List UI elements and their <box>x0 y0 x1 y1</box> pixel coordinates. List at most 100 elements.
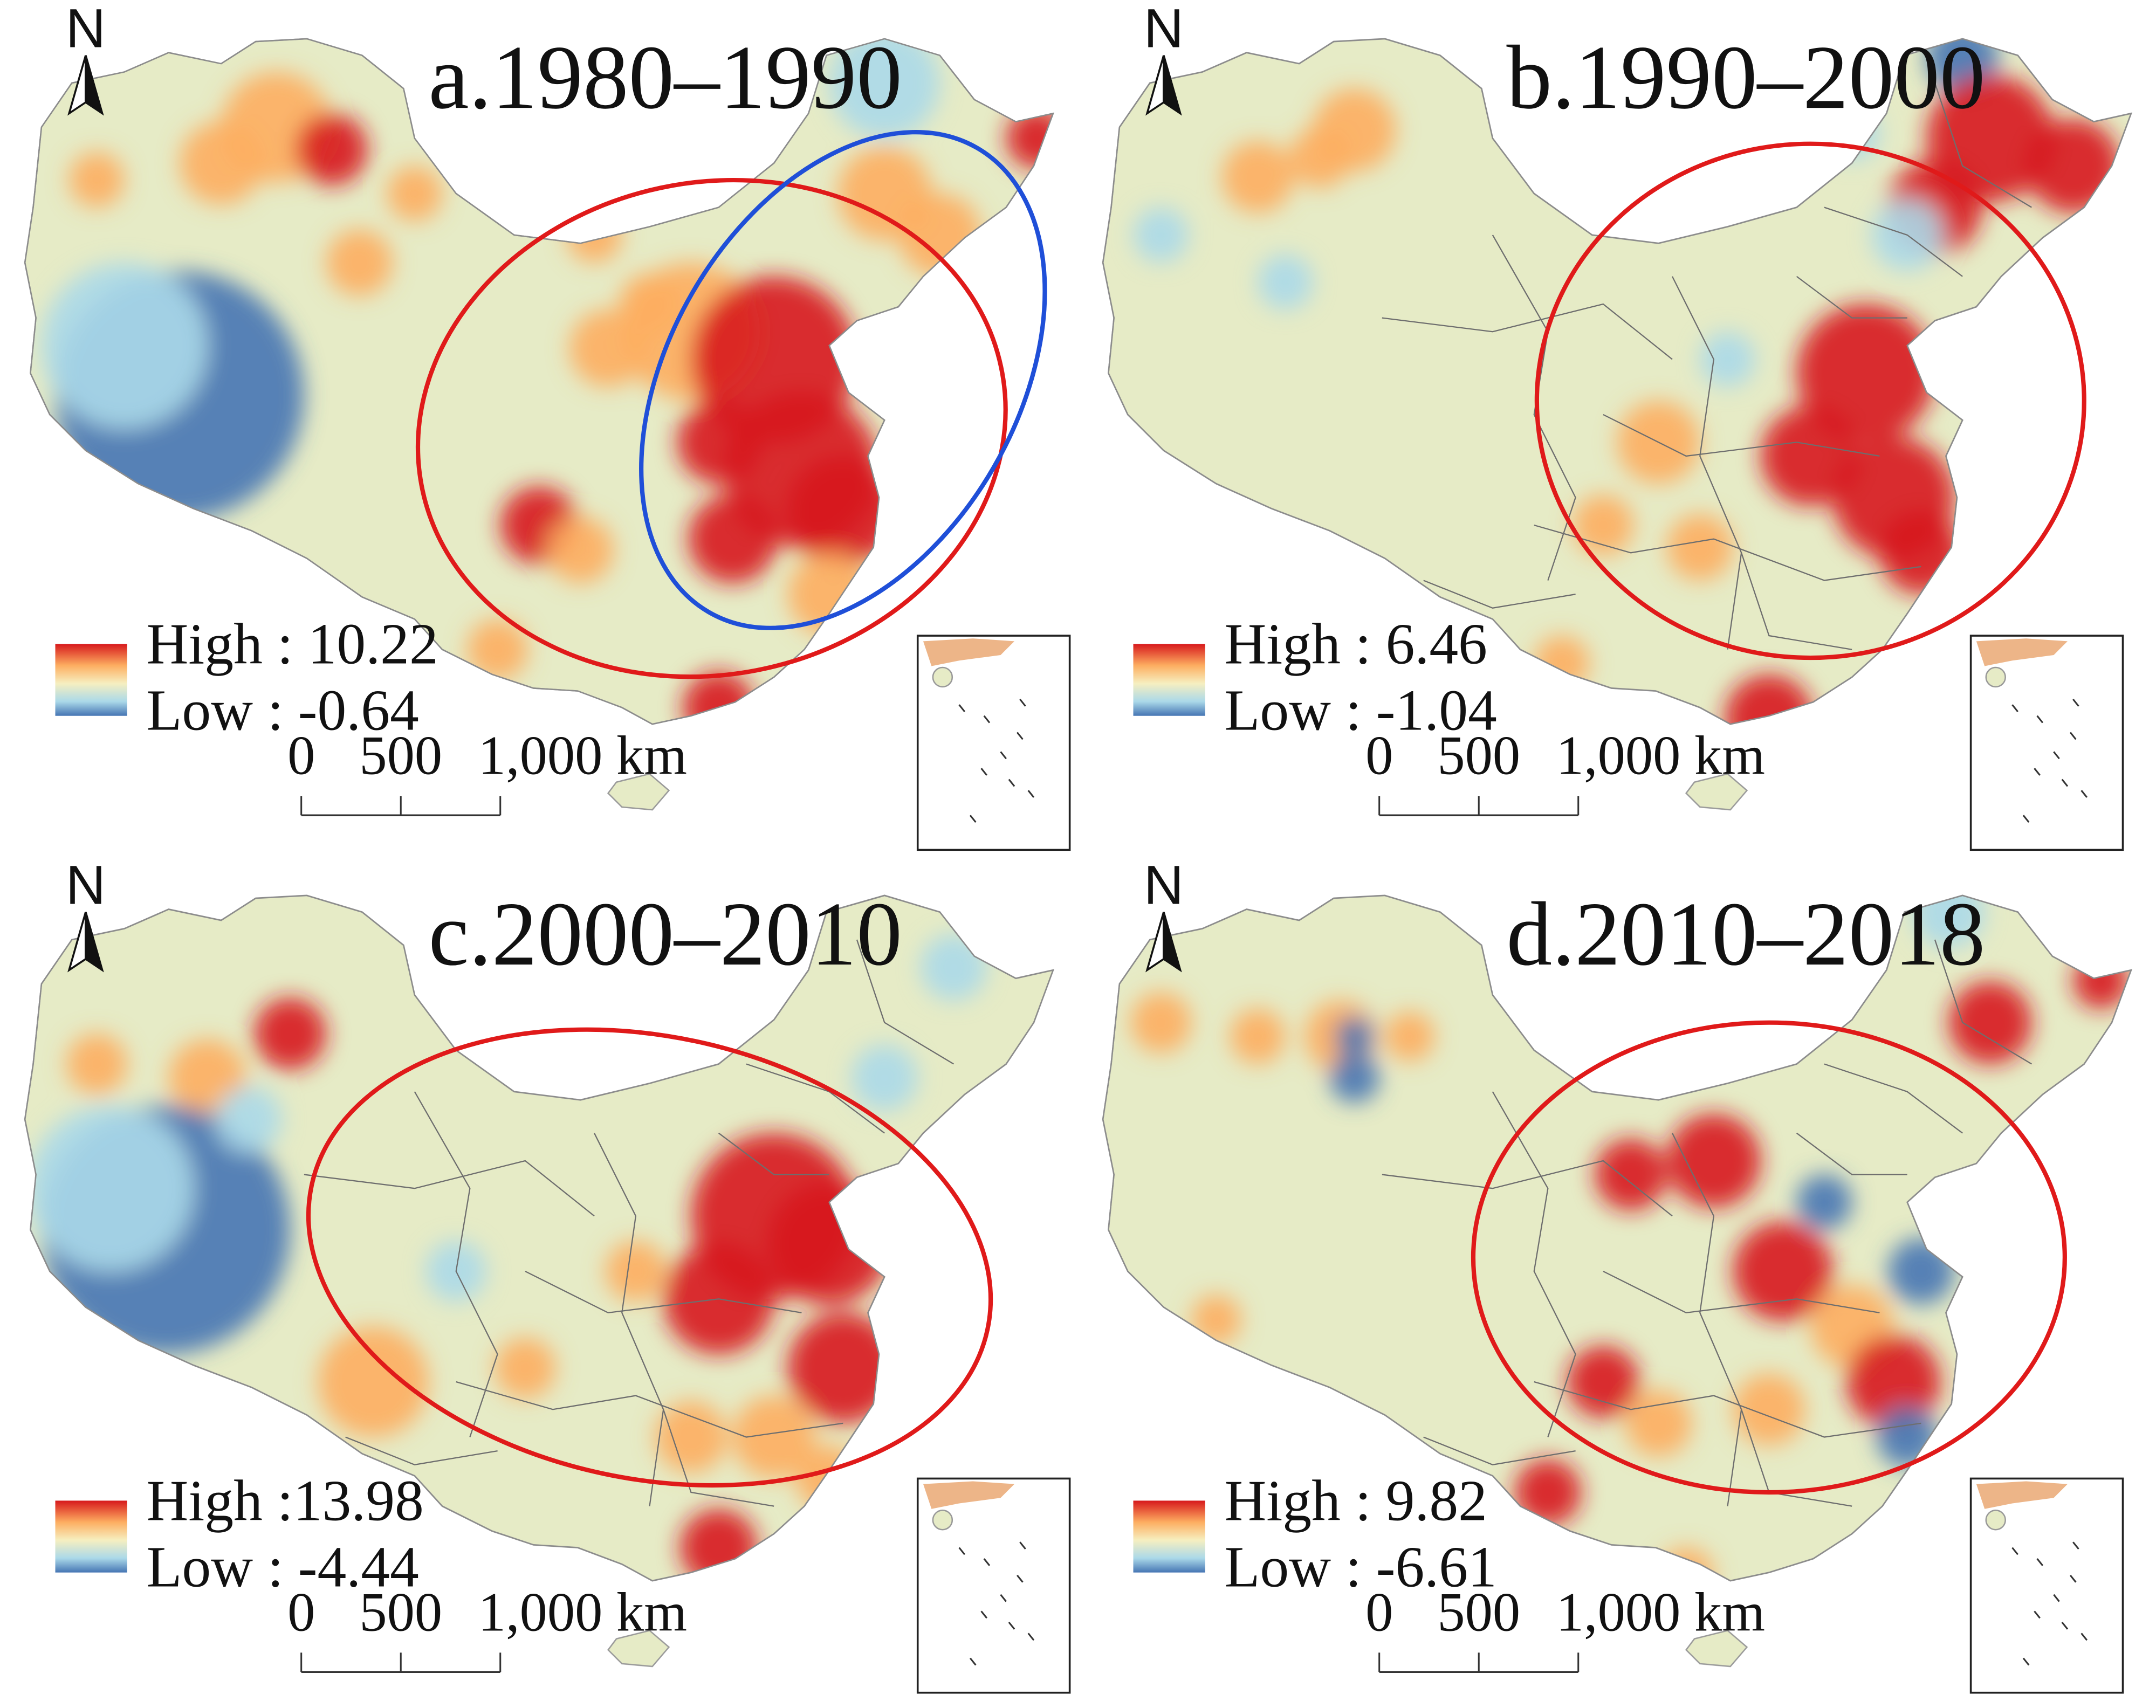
inset-dash <box>1000 751 1007 760</box>
province-border <box>1741 552 1852 650</box>
scale-tick-label: 1,000 km <box>1556 725 1765 786</box>
province-border <box>1534 1381 1921 1438</box>
density-hotspot <box>732 1395 816 1479</box>
scale-bar: 0 500 1,000 km <box>287 725 687 817</box>
inset-dash <box>2053 751 2060 760</box>
density-hotspot <box>1666 1113 1761 1208</box>
province-border <box>1934 939 2032 1065</box>
density-hotspot <box>1567 1346 1639 1418</box>
inset-dash <box>2072 1541 2079 1550</box>
inset-dash <box>2022 1657 2030 1666</box>
province-border <box>1603 414 1880 457</box>
province-border <box>414 1091 498 1437</box>
density-hotspot <box>387 166 443 222</box>
legend-high: High : 6.46 <box>1225 612 1487 676</box>
province-border <box>1492 235 1576 581</box>
density-hotspot <box>1133 207 1189 263</box>
density-hotspot <box>787 456 898 567</box>
inset-dash <box>980 1610 988 1619</box>
inset-dash <box>983 1558 991 1566</box>
inset-hainan <box>1985 666 2006 688</box>
density-hotspot <box>1879 511 1963 595</box>
density-hotspot <box>1595 1138 1667 1211</box>
density-hotspot <box>495 1337 556 1399</box>
inset-dash <box>969 1657 977 1666</box>
inset-dash <box>1000 1594 1007 1602</box>
province-border <box>1824 1063 1963 1134</box>
density-hotspot <box>69 152 125 208</box>
inset-coast <box>1976 1481 2068 1509</box>
density-hotspot <box>1130 992 1192 1053</box>
legend-low: Low : -0.64 <box>147 678 419 742</box>
panel-title: a.1980–1990 <box>428 26 902 128</box>
density-hotspot <box>1796 304 1935 443</box>
province-border <box>1603 1270 1880 1314</box>
province-border <box>663 1409 774 1507</box>
province-border <box>1423 580 1576 609</box>
density-hotspot <box>66 1034 127 1094</box>
inset-dash <box>2072 699 2079 707</box>
inset-dash <box>1019 1541 1026 1550</box>
density-hotspot <box>1666 514 1733 581</box>
scale-bar: 0 500 1,000 km <box>287 1582 687 1673</box>
scale-tick-label: 500 <box>359 725 442 786</box>
density-hotspot <box>851 1044 918 1111</box>
scale-tick-label: 0 <box>1365 725 1393 786</box>
inset-dash <box>1017 732 1024 740</box>
scale-tick-label: 1,000 km <box>1556 1582 1765 1643</box>
density-hotspot <box>1289 127 1350 188</box>
inset-dash <box>1027 1633 1035 1641</box>
density-hotspot <box>41 263 208 429</box>
north-arrow-icon: N <box>1144 853 1184 973</box>
density-hotspot <box>1625 1390 1692 1457</box>
density-hotspot <box>254 997 326 1070</box>
inset-dash <box>1017 1574 1024 1583</box>
legend-low: Low : -4.44 <box>147 1535 419 1599</box>
province-border <box>345 1436 498 1465</box>
province-border <box>1934 82 2032 208</box>
province-border <box>856 939 954 1065</box>
density-hotspot <box>296 113 368 185</box>
inset-dash <box>2069 1574 2077 1583</box>
inset-dash <box>2011 704 2018 712</box>
north-arrow-right <box>85 55 104 116</box>
province-border <box>1534 524 1921 581</box>
legend-high: High :13.98 <box>147 1469 424 1533</box>
panel-title: c.2000–2010 <box>428 883 902 984</box>
scale-tick-label: 500 <box>359 1582 442 1643</box>
provincial-boundaries <box>304 939 954 1507</box>
density-hotspot <box>1514 1459 1581 1526</box>
inset-dash <box>1008 1621 1015 1630</box>
density-hotspot <box>1700 332 1755 387</box>
inset-dash <box>2069 732 2077 740</box>
inset-hainan <box>932 1510 953 1531</box>
inset-dash <box>2011 1547 2018 1555</box>
inset-dash <box>958 704 966 712</box>
province-border <box>593 1133 664 1506</box>
north-arrow-right <box>85 912 104 973</box>
density-hotspot <box>547 516 614 583</box>
north-arrow-icon: N <box>1144 0 1184 116</box>
density-hotspot <box>1230 1009 1286 1064</box>
province-border <box>718 1132 829 1175</box>
inset-dash <box>1008 779 1015 787</box>
density-hotspot <box>1329 1053 1379 1103</box>
density-hotspot <box>1573 494 1634 556</box>
south-china-sea-inset <box>1969 635 2124 851</box>
north-label: N <box>66 0 106 59</box>
density-hotspot <box>1796 1174 1852 1230</box>
north-arrow-icon: N <box>66 0 106 116</box>
inset-dash <box>2061 1621 2069 1630</box>
legend-colorbar <box>1133 1500 1205 1573</box>
province-border <box>1671 276 1742 650</box>
inset-hainan <box>1985 1510 2006 1531</box>
scale-tick-label: 1,000 km <box>478 725 687 786</box>
density-hotspot <box>677 401 760 484</box>
inset-dash <box>2036 715 2044 724</box>
province-border <box>1492 1091 1576 1437</box>
